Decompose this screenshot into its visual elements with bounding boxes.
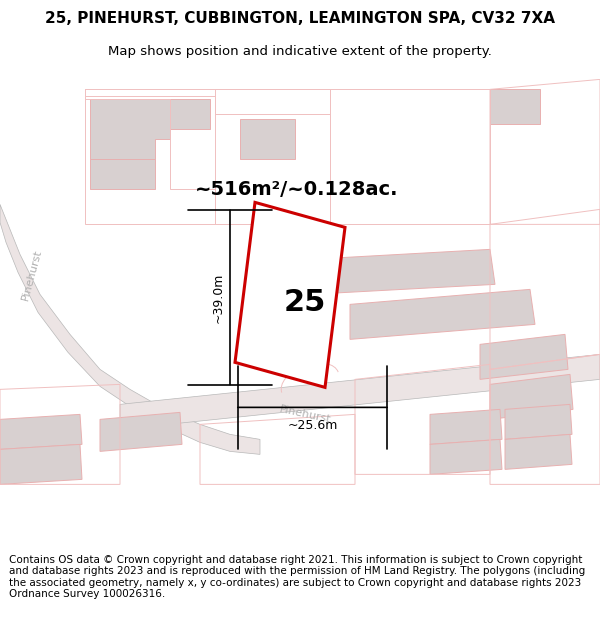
Text: Pinehurst: Pinehurst (278, 404, 332, 425)
Polygon shape (0, 204, 260, 454)
Polygon shape (490, 89, 540, 124)
Polygon shape (430, 409, 502, 444)
Text: ~39.0m: ~39.0m (212, 272, 224, 322)
Polygon shape (0, 444, 82, 484)
Polygon shape (430, 439, 502, 474)
Polygon shape (170, 99, 210, 129)
Polygon shape (505, 404, 572, 439)
Text: 25, PINEHURST, CUBBINGTON, LEAMINGTON SPA, CV32 7XA: 25, PINEHURST, CUBBINGTON, LEAMINGTON SP… (45, 11, 555, 26)
Polygon shape (235, 202, 345, 388)
Polygon shape (0, 414, 82, 449)
Text: ~516m²/~0.128ac.: ~516m²/~0.128ac. (195, 180, 398, 199)
Polygon shape (490, 374, 573, 419)
Text: Map shows position and indicative extent of the property.: Map shows position and indicative extent… (108, 45, 492, 58)
Polygon shape (480, 334, 568, 379)
Text: ~25.6m: ~25.6m (287, 419, 338, 432)
Text: 25: 25 (284, 288, 326, 318)
Text: Pinehurst: Pinehurst (20, 248, 44, 301)
Polygon shape (90, 159, 155, 189)
Text: Contains OS data © Crown copyright and database right 2021. This information is : Contains OS data © Crown copyright and d… (9, 554, 585, 599)
Polygon shape (310, 249, 495, 294)
Polygon shape (120, 354, 600, 429)
Polygon shape (505, 434, 572, 469)
Polygon shape (350, 289, 535, 339)
Polygon shape (90, 99, 170, 159)
Polygon shape (240, 119, 295, 159)
Polygon shape (100, 412, 182, 451)
